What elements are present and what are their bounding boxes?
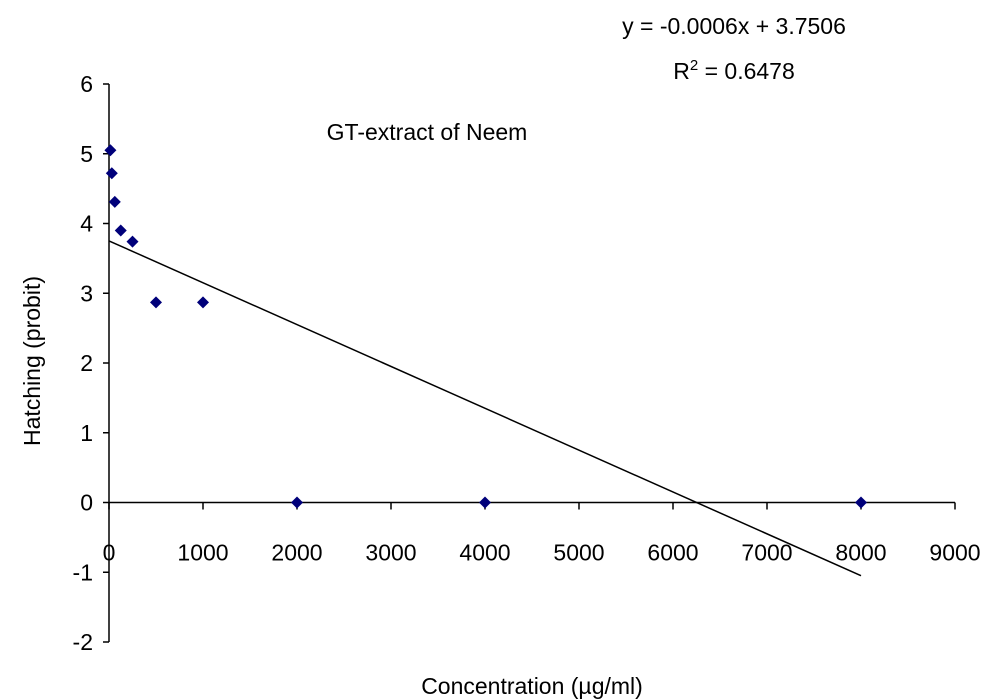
y-tick-label: -2 [73,629,93,655]
x-tick-label: 7000 [741,540,792,566]
trendline-equation: y = -0.0006x + 3.7506 [622,13,846,39]
y-tick-label: 4 [80,211,93,237]
r-squared-symbol: R [673,58,690,84]
data-points [104,144,867,509]
data-point [105,167,118,180]
r-squared-exponent: 2 [690,57,698,74]
data-point [114,224,127,237]
chart-title: GT-extract of Neem [327,119,528,145]
y-tick-label: 2 [80,350,93,376]
data-point [108,195,121,208]
y-tick-label: 6 [80,71,93,97]
x-tick-label: 3000 [365,540,416,566]
data-point [150,296,162,309]
data-point [291,496,303,509]
y-tick-label: 5 [80,141,93,167]
r-squared-label: R2 = 0.6478 [673,57,795,84]
x-axis-label: Concentration (µg/ml) [421,673,643,699]
y-tick-label: 3 [80,280,93,306]
x-tick-label: 9000 [929,540,980,566]
y-axis-label: Hatching (probit) [19,276,45,446]
data-point [855,496,867,509]
data-point [104,144,117,157]
x-tick-label: 6000 [647,540,698,566]
x-tick-label: 1000 [177,540,228,566]
x-tick-label: 8000 [835,540,886,566]
y-tick-label: 1 [80,420,93,446]
data-point [479,496,491,509]
axes: -2 -1 0 1 2 3 4 5 6 0 1000 2000 3000 4000 5000 6000 7000… [73,71,981,655]
trendline-layer [108,240,862,577]
y-tick-label: -1 [73,559,93,585]
r-squared-value: = 0.6478 [698,58,795,84]
x-tick-label: 5000 [553,540,604,566]
x-tick-label: 0 [103,540,116,566]
data-point [126,235,139,248]
x-tick-label: 4000 [459,540,510,566]
data-point [197,296,209,309]
trendline [108,240,862,577]
x-tick-label: 2000 [271,540,322,566]
y-tick-label: 0 [80,490,93,516]
